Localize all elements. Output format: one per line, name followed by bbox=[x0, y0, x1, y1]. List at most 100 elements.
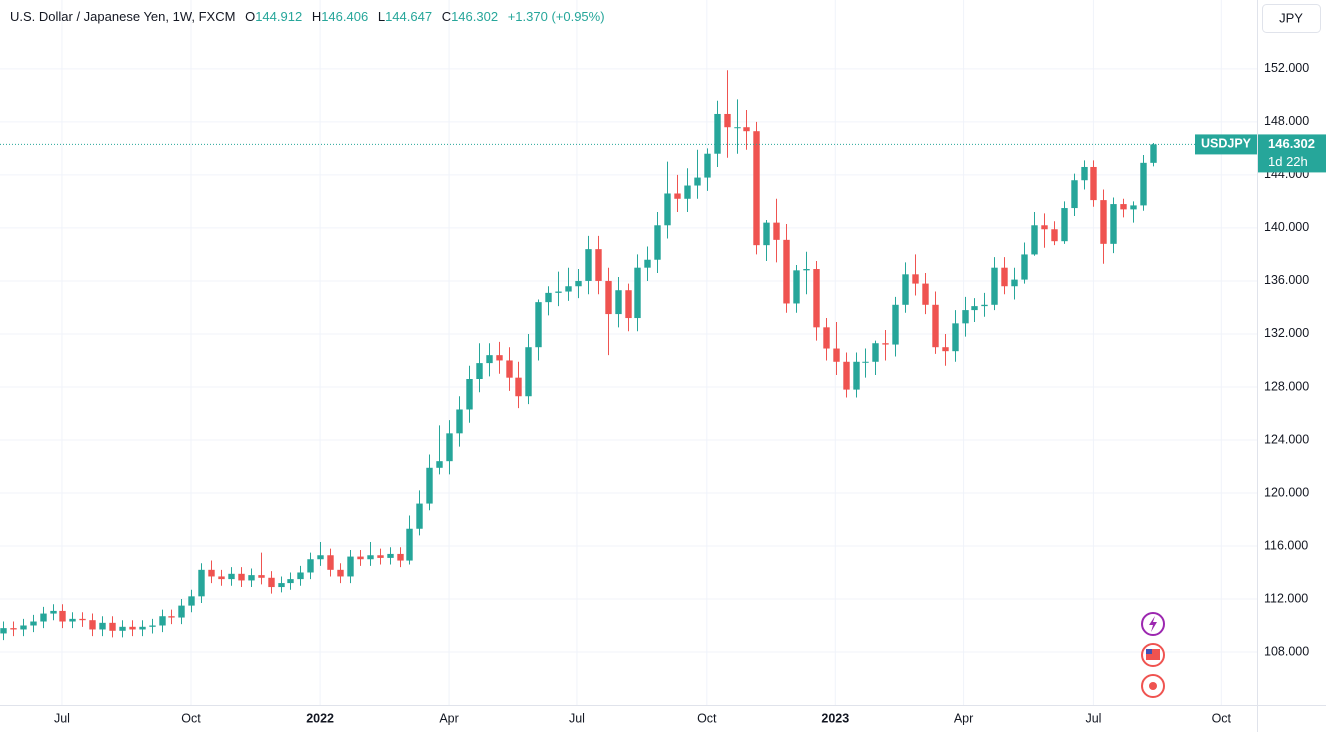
x-tick-label: Oct bbox=[1212, 711, 1232, 725]
x-tick-label: Jul bbox=[54, 711, 70, 725]
x-tick-label: Jul bbox=[1085, 711, 1101, 725]
candle-body bbox=[743, 127, 750, 132]
candle-body bbox=[456, 409, 463, 434]
candle-body bbox=[248, 575, 255, 581]
candle-body bbox=[654, 225, 661, 260]
candle-body bbox=[188, 596, 195, 606]
candle-body bbox=[1130, 205, 1137, 210]
candle-body bbox=[69, 618, 76, 622]
candle-body bbox=[862, 361, 869, 363]
candle-body bbox=[575, 280, 582, 287]
candle-body bbox=[1140, 162, 1147, 206]
candle-body bbox=[238, 573, 245, 581]
currency-button-box[interactable] bbox=[1262, 4, 1321, 33]
candle-body bbox=[327, 555, 334, 570]
y-tick-label: 136.000 bbox=[1264, 273, 1309, 287]
candle-body bbox=[634, 267, 641, 319]
candle-body bbox=[1081, 166, 1088, 181]
price-label: 146.302 bbox=[1268, 136, 1315, 151]
candle-body bbox=[10, 628, 17, 630]
candle-body bbox=[89, 620, 96, 630]
candle-body bbox=[1090, 166, 1097, 201]
candle-body bbox=[1071, 180, 1078, 209]
ohlc-key: L bbox=[378, 9, 385, 24]
candle-body bbox=[416, 503, 423, 529]
candle-body bbox=[902, 274, 909, 305]
candle-body bbox=[1110, 204, 1117, 244]
candle-body bbox=[446, 433, 453, 462]
candle-body bbox=[694, 177, 701, 186]
grid bbox=[0, 0, 1257, 705]
candle-body bbox=[159, 616, 166, 626]
candle-body bbox=[724, 113, 731, 128]
candle-body bbox=[168, 616, 175, 618]
candle-body bbox=[853, 361, 860, 390]
ohlc-value: 144.647 bbox=[385, 9, 432, 24]
candle-body bbox=[30, 621, 37, 626]
lightning-glyph bbox=[1149, 616, 1157, 632]
y-tick-label: 140.000 bbox=[1264, 220, 1309, 234]
candle-body bbox=[793, 270, 800, 304]
candle-body bbox=[297, 572, 304, 580]
candle-body bbox=[1120, 204, 1127, 210]
y-tick-label: 152.000 bbox=[1264, 61, 1309, 75]
ohlc-value: 144.912 bbox=[255, 9, 302, 24]
candle-body bbox=[872, 343, 879, 362]
candle-body bbox=[714, 113, 721, 154]
candle-body bbox=[962, 310, 969, 324]
currency-button[interactable]: JPY bbox=[1262, 4, 1321, 33]
candle-body bbox=[981, 304, 988, 307]
candle-body bbox=[1021, 254, 1028, 280]
candle-body bbox=[684, 185, 691, 199]
candle-body bbox=[922, 283, 929, 305]
candle-body bbox=[813, 269, 820, 328]
symbol-label: USDJPY bbox=[1201, 137, 1252, 151]
candle-body bbox=[595, 249, 602, 281]
candle-body bbox=[942, 347, 949, 352]
candle-body bbox=[278, 583, 285, 588]
candle-body bbox=[932, 304, 939, 348]
candle-body bbox=[59, 610, 66, 622]
candle-body bbox=[1041, 225, 1048, 230]
ohlc-key: O bbox=[245, 9, 255, 24]
candle-body bbox=[367, 555, 374, 560]
y-tick-label: 116.000 bbox=[1264, 538, 1308, 552]
candle-body bbox=[218, 576, 225, 580]
candle-body bbox=[1001, 267, 1008, 287]
candle-body bbox=[912, 274, 919, 284]
candle-body bbox=[763, 222, 770, 246]
candle-body bbox=[882, 343, 889, 345]
flag-canton bbox=[1146, 649, 1152, 654]
candle-body bbox=[79, 618, 86, 621]
y-tick-label: 108.000 bbox=[1264, 644, 1309, 658]
y-tick-label: 132.000 bbox=[1264, 326, 1309, 340]
x-tick-label: 2023 bbox=[821, 711, 849, 725]
candle-body bbox=[268, 577, 275, 588]
candle-body bbox=[287, 579, 294, 584]
event-dot bbox=[1149, 682, 1157, 690]
axes: 108.000 112.000 116.000 120.000 124.000 128.0… bbox=[54, 61, 1326, 725]
candles bbox=[0, 70, 1257, 641]
candle-body bbox=[833, 348, 840, 362]
candle-body bbox=[605, 280, 612, 315]
candle-body bbox=[258, 575, 265, 578]
x-tick-label: Apr bbox=[439, 711, 458, 725]
candle-body bbox=[109, 622, 116, 631]
currency-label[interactable]: JPY bbox=[1279, 10, 1303, 25]
candle-body bbox=[773, 222, 780, 240]
candle-body bbox=[585, 249, 592, 281]
candle-body bbox=[1061, 208, 1068, 242]
candle-body bbox=[40, 613, 47, 622]
y-tick-label: 128.000 bbox=[1264, 379, 1309, 393]
ohlc-key: H bbox=[312, 9, 321, 24]
candle-body bbox=[704, 153, 711, 178]
candle-body bbox=[1100, 200, 1107, 244]
candle-body bbox=[426, 467, 433, 504]
candle-body bbox=[803, 269, 810, 271]
candle-body bbox=[377, 555, 384, 558]
candle-body bbox=[357, 556, 364, 560]
symbol-title: U.S. Dollar / Japanese Yen, 1W, FXCM bbox=[10, 9, 235, 24]
